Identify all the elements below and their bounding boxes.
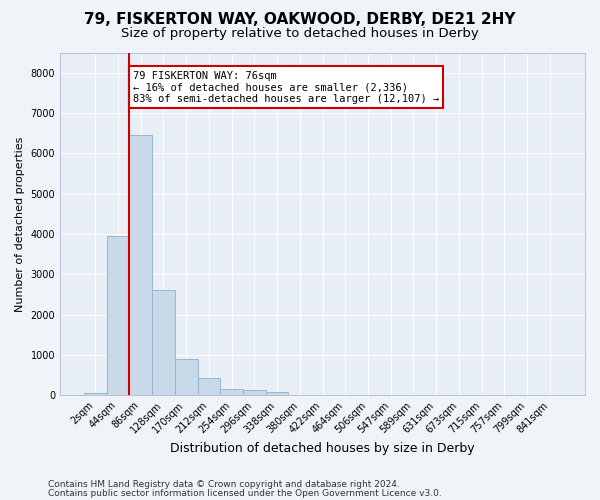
X-axis label: Distribution of detached houses by size in Derby: Distribution of detached houses by size …	[170, 442, 475, 455]
Text: 79 FISKERTON WAY: 76sqm
← 16% of detached houses are smaller (2,336)
83% of semi: 79 FISKERTON WAY: 76sqm ← 16% of detache…	[133, 70, 439, 104]
Text: Size of property relative to detached houses in Derby: Size of property relative to detached ho…	[121, 28, 479, 40]
Bar	[197, 378, 220, 395]
Bar	[84, 393, 107, 395]
Bar	[266, 392, 289, 395]
Bar	[243, 390, 266, 395]
Bar	[107, 236, 130, 395]
Bar	[152, 290, 175, 395]
Text: Contains HM Land Registry data © Crown copyright and database right 2024.: Contains HM Land Registry data © Crown c…	[48, 480, 400, 489]
Bar	[220, 389, 243, 395]
Text: 79, FISKERTON WAY, OAKWOOD, DERBY, DE21 2HY: 79, FISKERTON WAY, OAKWOOD, DERBY, DE21 …	[84, 12, 516, 28]
Y-axis label: Number of detached properties: Number of detached properties	[15, 136, 25, 312]
Bar	[175, 359, 197, 395]
Text: Contains public sector information licensed under the Open Government Licence v3: Contains public sector information licen…	[48, 489, 442, 498]
Bar	[130, 135, 152, 395]
